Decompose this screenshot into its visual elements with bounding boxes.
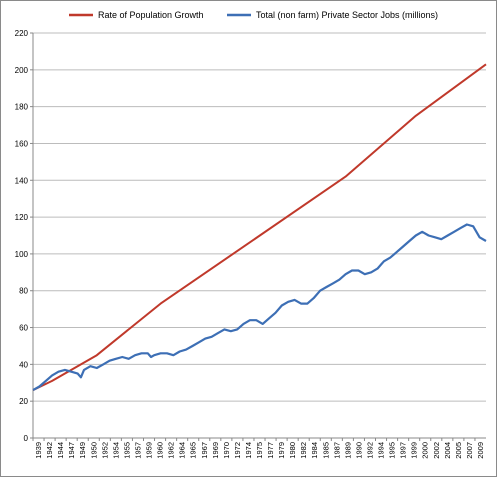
- y-tick-label: 20: [19, 397, 28, 406]
- x-tick-label: 1955: [122, 442, 131, 459]
- x-tick-label: 1969: [211, 442, 220, 459]
- y-tick-label: 40: [19, 360, 28, 369]
- x-tick-label: 1979: [277, 442, 286, 459]
- x-tick-label: 1994: [377, 442, 386, 459]
- x-tick-label: 1999: [410, 442, 419, 459]
- x-tick-label: 1982: [299, 442, 308, 459]
- x-tick-label: 1975: [255, 442, 264, 459]
- y-tick-label: 220: [15, 29, 29, 38]
- y-tick-label: 200: [15, 66, 29, 75]
- x-tick-label: 1939: [34, 442, 43, 459]
- x-tick-label: 1957: [133, 442, 142, 459]
- x-tick-label: 1974: [244, 442, 253, 459]
- y-tick-label: 0: [24, 434, 29, 443]
- x-tick-label: 1980: [288, 442, 297, 459]
- x-tick-label: 2000: [421, 442, 430, 459]
- x-tick-label: 2002: [432, 442, 441, 459]
- x-tick-label: 1984: [310, 442, 319, 459]
- x-tick-label: 1964: [178, 442, 187, 459]
- x-tick-label: 1972: [233, 442, 242, 459]
- x-tick-label: 1967: [200, 442, 209, 459]
- x-tick-label: 1977: [266, 442, 275, 459]
- series-line-1: [32, 63, 487, 392]
- x-tick-label: 2007: [465, 442, 474, 459]
- x-tick-label: 1985: [321, 442, 330, 459]
- legend-label-2: Total (non farm) Private Sector Jobs (mi…: [256, 10, 438, 20]
- y-tick-label: 60: [19, 324, 28, 333]
- x-tick-label: 2004: [443, 442, 452, 459]
- x-tick-label: 1950: [89, 442, 98, 459]
- x-tick-label: 1954: [111, 442, 120, 459]
- y-axis: 0 20 40 60 80 100 120 140 160 180 200 220: [15, 29, 486, 443]
- y-tick-label: 160: [15, 139, 29, 148]
- y-tick-label: 140: [15, 176, 29, 185]
- x-tick-label: 1965: [189, 442, 198, 459]
- y-tick-label: 180: [15, 103, 29, 112]
- y-tick-label: 100: [15, 250, 29, 259]
- x-tick-label: 1990: [354, 442, 363, 459]
- x-tick-label: 2009: [476, 442, 485, 459]
- x-tick-label: 1992: [365, 442, 374, 459]
- x-tick-label: 1959: [145, 442, 154, 459]
- x-tick-label: 1947: [67, 442, 76, 459]
- y-tick-label: 80: [19, 287, 28, 296]
- x-tick-label: 1960: [156, 442, 165, 459]
- x-tick-label: 2005: [454, 442, 463, 459]
- x-tick-label: 1942: [45, 442, 54, 459]
- x-tick-label: 1970: [222, 442, 231, 459]
- x-axis: 1939 1942 1944 1947 1949 1950 1952 1954 1955 1957…: [32, 438, 485, 459]
- x-tick-label: 1987: [332, 442, 341, 459]
- grid: [33, 32, 486, 439]
- legend-label-1: Rate of Population Growth: [98, 10, 204, 20]
- legend: Rate of Population Growth Total (non farm…: [69, 10, 438, 20]
- x-tick-label: 1962: [167, 442, 176, 459]
- x-tick-label: 1952: [100, 442, 109, 459]
- x-tick-label: 1989: [343, 442, 352, 459]
- y-tick-label: 120: [15, 213, 29, 222]
- plot-area: [32, 63, 487, 392]
- x-tick-label: 1949: [78, 442, 87, 459]
- series-line-2: [32, 223, 487, 392]
- x-tick-label: 1997: [399, 442, 408, 459]
- x-tick-label: 1995: [388, 442, 397, 459]
- x-tick-label: 1944: [56, 442, 65, 459]
